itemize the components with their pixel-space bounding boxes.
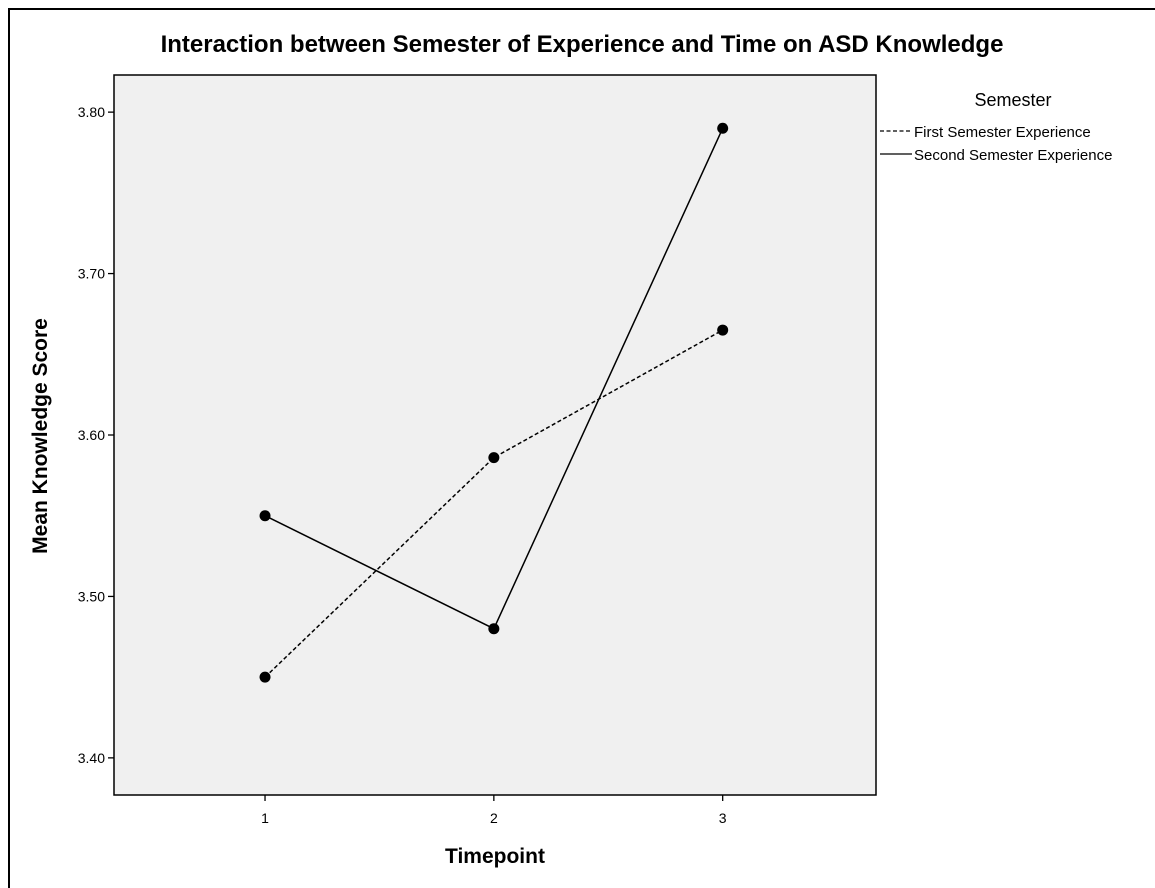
legend-label-second-semester: Second Semester Experience [914,147,1112,164]
y-tick-label: 3.40 [78,750,105,766]
y-axis: 3.40 3.50 3.60 3.70 3.80 [78,104,114,766]
y-tick-label: 3.50 [78,588,105,604]
data-point-second-semester [488,623,500,635]
y-tick-label: 3.80 [78,104,105,120]
legend-label-first-semester: First Semester Experience [914,124,1091,141]
data-point-second-semester [717,122,729,134]
x-axis: 1 2 3 [261,795,727,826]
x-tick-label: 3 [719,810,727,826]
series-line-first-semester [264,329,724,678]
y-axis-title: Mean Knowledge Score [29,318,52,554]
chart-title: Interaction between Semester of Experien… [161,31,1004,58]
legend-title: Semester [974,90,1051,110]
y-tick-label: 3.60 [78,427,105,443]
data-point-first-semester [488,452,500,464]
legend-item-second-semester: Second Semester Experience [880,147,1112,164]
data-point-first-semester [717,324,729,336]
chart-frame [8,8,1155,888]
x-tick-label: 1 [261,810,269,826]
legend-item-first-semester: First Semester Experience [880,124,1091,141]
data-point-first-semester [259,671,271,683]
series-layer [259,122,729,683]
y-tick-label: 3.70 [78,266,105,282]
x-tick-label: 2 [490,810,498,826]
plot-area [113,74,877,796]
data-point-second-semester [259,510,271,522]
x-axis-title: Timepoint [445,845,545,868]
legend: Semester First Semester Experience Secon… [880,90,1112,164]
